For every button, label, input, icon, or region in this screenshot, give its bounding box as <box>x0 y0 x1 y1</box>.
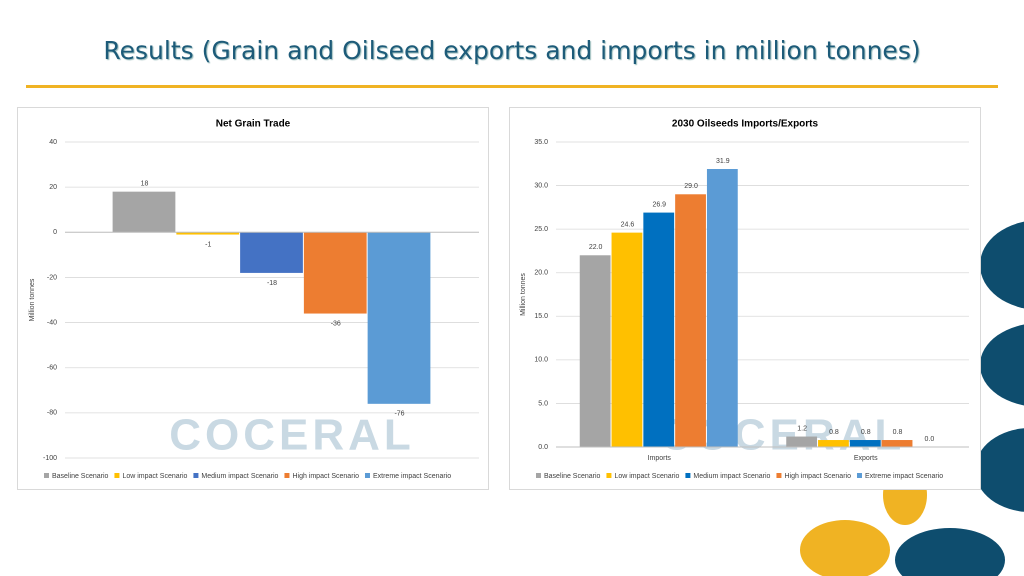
bar <box>849 440 881 447</box>
bar <box>176 232 240 235</box>
leaf <box>980 324 1024 406</box>
x-tick-label: Imports <box>648 455 672 462</box>
y-tick-label: 35.0 <box>534 139 548 146</box>
data-label: -1 <box>205 241 211 248</box>
leaf <box>895 528 1005 576</box>
data-label: 0.8 <box>861 429 871 436</box>
leaf <box>800 520 890 576</box>
bar <box>881 440 913 447</box>
bar <box>611 232 643 447</box>
legend-swatch <box>856 473 862 478</box>
y-tick-label: -100 <box>43 455 57 462</box>
leaf <box>975 428 1024 512</box>
y-axis-label: Million tonnes <box>520 273 527 316</box>
data-label: 22.0 <box>589 244 603 251</box>
y-tick-label: -80 <box>47 410 57 417</box>
bar <box>643 212 675 447</box>
y-tick-label: -60 <box>47 365 57 372</box>
chart: COCERAL Net Grain Trade Million tonnes -100… <box>29 119 479 480</box>
data-label: -76 <box>394 411 404 418</box>
data-label: 31.9 <box>716 158 730 165</box>
y-axis-label: Million tonnes <box>29 278 36 321</box>
y-tick-label: 30.0 <box>534 182 548 189</box>
legend-swatch <box>776 473 782 478</box>
legend-label: Medium impact Scenario <box>693 473 770 480</box>
legend-swatch <box>364 473 370 478</box>
leaf <box>980 221 1024 309</box>
data-label: -18 <box>267 280 277 287</box>
bar <box>706 169 738 447</box>
bar <box>303 232 367 314</box>
bar <box>675 194 706 447</box>
bar <box>367 232 431 404</box>
legend-label: Low impact Scenario <box>122 473 187 480</box>
y-tick-label: 20 <box>49 184 57 191</box>
legend-swatch <box>44 473 49 478</box>
x-tick-label: Exports <box>854 455 878 462</box>
legend-swatch <box>606 473 612 478</box>
y-tick-label: 20.0 <box>534 270 548 277</box>
chart-panel: COCERAL 2030 Oilseeds Imports/Exports Mill… <box>509 107 981 490</box>
legend-swatch <box>685 473 691 478</box>
legend-label: High impact Scenario <box>784 473 851 480</box>
chart-panel: COCERAL Net Grain Trade Million tonnes -100… <box>17 107 489 490</box>
data-label: 0.8 <box>893 429 903 436</box>
chart-title: Net Grain Trade <box>216 119 291 130</box>
bar <box>786 436 818 447</box>
bar <box>579 255 611 447</box>
data-label: 24.6 <box>621 221 635 228</box>
data-label: 26.9 <box>652 201 666 208</box>
legend-swatch <box>193 473 199 478</box>
y-tick-label: 5.0 <box>538 400 548 407</box>
y-tick-label: 10.0 <box>534 357 548 364</box>
legend-label: Extreme impact Scenario <box>373 473 451 480</box>
y-tick-label: 0 <box>53 229 57 236</box>
bar <box>240 232 303 273</box>
slide-title: Results (Grain and Oilseed exports and i… <box>103 36 921 65</box>
y-tick-label: -20 <box>47 274 57 281</box>
y-tick-label: 25.0 <box>534 226 548 233</box>
data-label: 18 <box>141 181 149 188</box>
legend-swatch <box>284 473 290 478</box>
legend-label: Extreme impact Scenario <box>865 473 943 480</box>
watermark: COCERAL <box>169 411 415 460</box>
data-label: -36 <box>331 320 341 327</box>
legend-label: Baseline Scenario <box>52 473 109 480</box>
legend-label: Medium impact Scenario <box>201 473 278 480</box>
legend-label: Low impact Scenario <box>614 473 679 480</box>
bar <box>818 440 849 447</box>
data-label: 1.2 <box>797 425 807 432</box>
y-tick-label: -40 <box>47 319 57 326</box>
data-label: 0.0 <box>924 436 934 443</box>
data-label: 29.0 <box>684 183 698 190</box>
y-tick-label: 40 <box>49 139 57 146</box>
chart-title: 2030 Oilseeds Imports/Exports <box>672 119 819 130</box>
y-tick-label: 15.0 <box>534 313 548 320</box>
data-label: 0.8 <box>829 429 839 436</box>
divider <box>26 85 998 88</box>
legend-swatch <box>114 473 120 478</box>
legend-swatch <box>536 473 541 478</box>
legend-label: Baseline Scenario <box>544 473 601 480</box>
bar <box>112 191 176 233</box>
y-tick-label: 0.0 <box>538 444 548 451</box>
legend-label: High impact Scenario <box>292 473 359 480</box>
